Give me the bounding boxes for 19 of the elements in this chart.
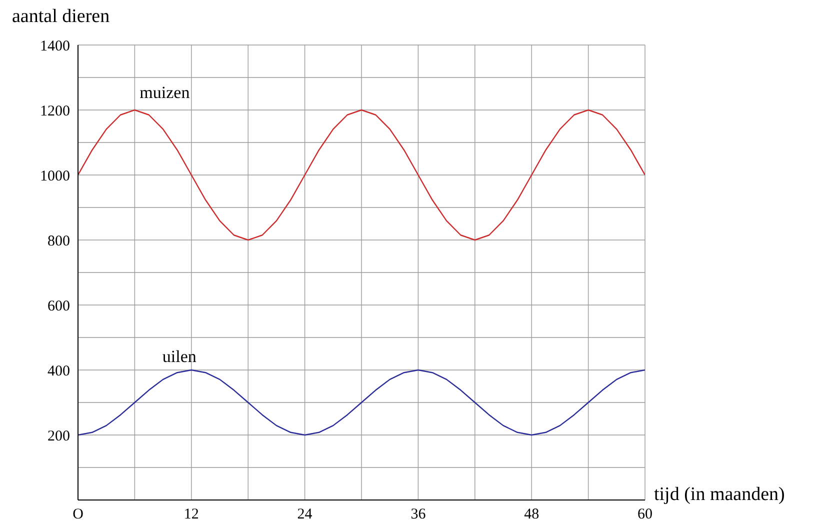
y-tick-label: 1000 [40, 168, 70, 184]
line-series [78, 109, 645, 241]
line-series [78, 369, 645, 436]
x-tick-label: 36 [410, 506, 426, 523]
x-tick-label: 48 [524, 506, 540, 523]
y-tick-label: 1400 [40, 38, 70, 54]
y-tick-label: 800 [48, 233, 70, 250]
y-tick-label: 600 [48, 298, 70, 314]
x-tick-label: 60 [638, 506, 652, 523]
x-tick-label: 12 [184, 506, 199, 523]
x-axis-title: tijd (in maanden) [654, 484, 785, 506]
y-tick-label: 1200 [40, 103, 70, 120]
y-tick-label: 400 [48, 363, 70, 380]
x-tick-label: O [72, 506, 84, 523]
series-label: uilen [162, 347, 197, 366]
y-axis-title: aantal dieren [12, 6, 110, 28]
series-label: muizen [140, 83, 190, 102]
y-tick-label: 200 [48, 428, 70, 444]
x-tick-label: 24 [297, 506, 313, 523]
